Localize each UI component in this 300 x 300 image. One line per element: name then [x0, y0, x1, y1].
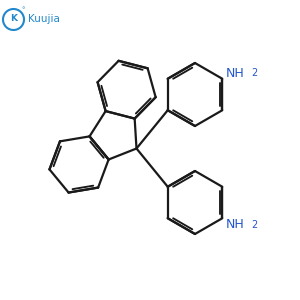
- Text: K: K: [10, 14, 17, 23]
- Text: 2: 2: [251, 220, 257, 230]
- Text: NH: NH: [226, 218, 244, 231]
- Text: NH: NH: [226, 67, 244, 80]
- Text: 2: 2: [251, 68, 257, 78]
- Text: °: °: [21, 7, 25, 13]
- Text: Kuujia: Kuujia: [28, 14, 59, 25]
